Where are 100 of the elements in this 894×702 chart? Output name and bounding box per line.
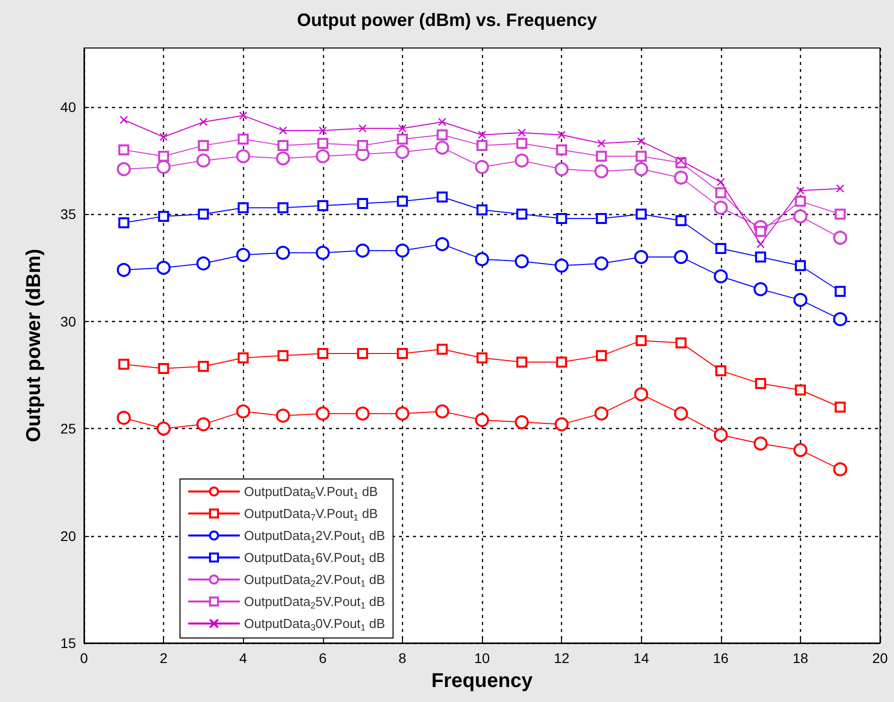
x-tick-label: 20 — [872, 650, 888, 666]
point — [514, 415, 529, 430]
y-axis-title: Output power (dBm) — [23, 248, 45, 442]
point — [116, 262, 131, 277]
point — [636, 208, 647, 220]
point — [120, 116, 128, 124]
point — [358, 124, 367, 133]
point — [156, 260, 171, 275]
point — [755, 378, 766, 390]
point — [239, 111, 248, 120]
y-tick-label: 30 — [60, 313, 76, 330]
point — [794, 384, 806, 396]
point — [395, 144, 410, 159]
point — [834, 402, 846, 413]
point — [238, 134, 249, 145]
point — [278, 350, 288, 362]
point — [634, 162, 648, 176]
point — [715, 242, 726, 254]
point — [158, 150, 170, 162]
point — [793, 292, 808, 307]
point — [396, 134, 408, 145]
point — [833, 230, 848, 245]
point — [554, 162, 569, 176]
point — [395, 406, 410, 421]
point — [196, 417, 210, 432]
point — [637, 137, 646, 146]
point — [196, 154, 210, 168]
point — [158, 210, 170, 222]
point — [316, 149, 330, 164]
point — [398, 124, 406, 133]
point — [516, 208, 528, 220]
point — [714, 428, 728, 442]
point — [596, 150, 607, 162]
point — [356, 406, 370, 421]
x-axis-title: Frequency — [431, 670, 534, 692]
point — [475, 252, 489, 266]
point — [556, 144, 568, 156]
point — [796, 186, 804, 195]
point — [118, 217, 130, 228]
point — [436, 344, 448, 355]
point — [116, 162, 131, 176]
point — [634, 250, 648, 264]
point — [674, 250, 688, 264]
point — [476, 352, 488, 364]
point — [594, 256, 608, 270]
point — [715, 187, 726, 198]
point — [198, 208, 209, 220]
point — [236, 404, 250, 418]
point — [236, 149, 250, 164]
point — [834, 286, 846, 297]
point — [316, 406, 330, 421]
point — [196, 256, 210, 270]
point — [714, 269, 728, 284]
point — [356, 244, 370, 258]
point — [317, 138, 328, 149]
point — [396, 196, 408, 207]
point — [634, 387, 648, 402]
point — [834, 208, 846, 220]
point — [674, 170, 688, 185]
point — [316, 246, 330, 260]
point — [596, 350, 607, 362]
point — [676, 337, 686, 348]
point — [238, 352, 249, 364]
y-tick-label: 25 — [60, 420, 76, 437]
point — [514, 254, 529, 268]
point — [793, 443, 808, 458]
point — [357, 198, 368, 209]
y-tick-label: 40 — [60, 98, 76, 115]
point — [794, 196, 806, 207]
point — [714, 200, 728, 215]
x-tick-label: 0 — [80, 650, 88, 666]
point — [478, 130, 486, 139]
point — [676, 215, 686, 226]
point — [716, 178, 725, 186]
point — [836, 184, 844, 193]
point — [357, 348, 368, 360]
point — [198, 360, 209, 372]
x-tick-label: 4 — [239, 650, 248, 666]
point — [276, 151, 290, 166]
point — [556, 212, 568, 224]
chart-title: Output power (dBm) vs. Frequency — [296, 10, 598, 30]
point — [475, 160, 489, 174]
point — [199, 118, 208, 126]
point — [278, 202, 288, 214]
point — [754, 282, 768, 296]
point — [596, 212, 607, 224]
point — [475, 413, 489, 428]
point — [238, 202, 249, 214]
point — [158, 363, 170, 374]
point — [198, 140, 209, 152]
x-tick-label: 6 — [318, 650, 327, 666]
point — [396, 348, 408, 360]
point — [318, 126, 327, 135]
point — [674, 406, 688, 421]
point — [676, 156, 686, 165]
x-tick-label: 18 — [792, 650, 808, 666]
point — [594, 406, 608, 421]
point — [156, 160, 171, 174]
point — [755, 226, 766, 237]
y-tick-label: 20 — [60, 528, 76, 544]
